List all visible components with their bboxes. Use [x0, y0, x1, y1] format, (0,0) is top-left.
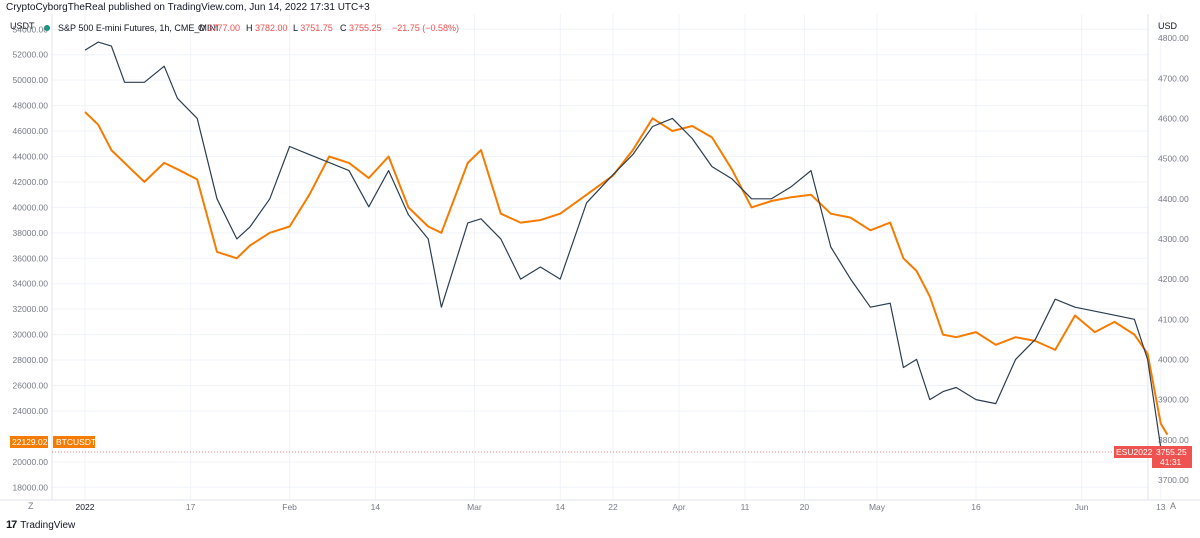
time-tick-label: Feb [282, 502, 297, 512]
time-tick-label: Mar [467, 502, 482, 512]
time-tick-label: 14 [555, 502, 565, 512]
right-tick-label: 4200.00 [1158, 274, 1189, 284]
right-tick-label: 4500.00 [1158, 154, 1189, 164]
svg-text:S&P 500 E-mini Futures, 1h, CM: S&P 500 E-mini Futures, 1h, CME_MINI O 3… [58, 23, 459, 33]
time-tick-label: Apr [672, 502, 685, 512]
time-tick-label: 20 [800, 502, 810, 512]
right-tick-label: 3700.00 [1158, 475, 1189, 485]
publish-line: CryptoCyborgTheReal published on Trading… [6, 2, 370, 13]
time-tick-label: May [869, 502, 886, 512]
right-axis-unit: USD [1158, 21, 1178, 31]
right-tick-label: 4800.00 [1158, 33, 1189, 43]
right-tick-label: 3900.00 [1158, 395, 1189, 405]
legend-open: 3777.00 [208, 23, 241, 33]
left-axis-ticks: 54000.00 52000.00 50000.00 48000.00 46000.00… [13, 24, 49, 492]
time-tick-label: 13 [1156, 502, 1166, 512]
es-price-value: 3755.25 [1156, 447, 1187, 457]
footer-brand: TradingView [20, 519, 76, 531]
right-axis-ticks: 4800.00 4700.00 4600.00 4500.00 4400.00 4300.… [1158, 33, 1189, 485]
footer: 17 TradingView [6, 519, 75, 531]
legend-dot [44, 25, 50, 31]
right-tick-label: 3800.00 [1158, 435, 1189, 445]
left-tick-label: 20000.00 [13, 457, 49, 467]
left-tick-label: 42000.00 [13, 177, 49, 187]
legend-low-label: L [293, 23, 298, 33]
right-tick-label: 4300.00 [1158, 234, 1189, 244]
legend-change: −21.75 (−0.58%) [392, 23, 459, 33]
legend-high-label: H [246, 23, 253, 33]
time-tick-label: 22 [608, 502, 618, 512]
left-tick-label: 50000.00 [13, 75, 49, 85]
legend-close: 3755.25 [349, 23, 382, 33]
time-tick-label: 14 [371, 502, 381, 512]
legend-close-label: C [340, 23, 347, 33]
auto-scale-button[interactable]: A [1170, 501, 1176, 511]
left-tick-label: 52000.00 [13, 50, 49, 60]
right-tick-label: 4000.00 [1158, 354, 1189, 364]
time-tick-label: 11 [741, 502, 750, 512]
time-tick-label: 16 [971, 502, 981, 512]
right-tick-label: 4400.00 [1158, 194, 1189, 204]
grid [52, 14, 1162, 500]
left-tick-label: 40000.00 [13, 202, 49, 212]
left-tick-label: 28000.00 [13, 355, 49, 365]
btc-price-value: 22129.02 [12, 437, 48, 447]
left-tick-label: 44000.00 [13, 151, 49, 161]
left-axis-unit: USDT [10, 21, 35, 31]
series-line-esu2022 [84, 41, 1168, 459]
series-lines [84, 41, 1169, 459]
right-tick-label: 4700.00 [1158, 73, 1189, 83]
zoom-corner-button[interactable]: Z [28, 501, 34, 511]
right-tick-label: 4600.00 [1158, 113, 1189, 123]
legend-low: 3751.75 [300, 23, 333, 33]
legend-high: 3782.00 [255, 23, 288, 33]
left-tick-label: 36000.00 [13, 253, 49, 263]
tradingview-logo-icon: 17 [6, 519, 17, 531]
time-tick-label: 2022 [76, 502, 95, 512]
legend-symbol: S&P 500 E-mini Futures, 1h, CME_MINI [58, 23, 218, 33]
legend: S&P 500 E-mini Futures, 1h, CME_MINI O 3… [44, 23, 459, 33]
es-symbol-label: ESU2022 [1116, 447, 1153, 457]
left-tick-label: 24000.00 [13, 406, 49, 416]
btc-symbol-label: BTCUSDT [56, 437, 96, 447]
legend-open-label: O [198, 23, 205, 33]
es-countdown: 41:31 [1160, 457, 1182, 467]
left-tick-label: 38000.00 [13, 228, 49, 238]
left-tick-label: 48000.00 [13, 101, 49, 111]
left-tick-label: 30000.00 [13, 330, 49, 340]
left-tick-label: 32000.00 [13, 304, 49, 314]
btc-price-badge: 22129.02 BTCUSDT [10, 436, 96, 448]
left-tick-label: 46000.00 [13, 126, 49, 136]
left-tick-label: 26000.00 [13, 380, 49, 390]
time-tick-label: 17 [186, 502, 196, 512]
left-tick-label: 34000.00 [13, 279, 49, 289]
series-line-btcusdt [84, 111, 1169, 436]
time-axis-ticks: 202217Feb14Mar1422Apr1120May16Jun1321 [76, 502, 1166, 512]
time-tick-label: Jun [1075, 502, 1089, 512]
left-tick-label: 18000.00 [13, 482, 49, 492]
left-tick-label: 54000.00 [13, 24, 49, 34]
es-price-badge: ESU2022 3755.25 41:31 [1114, 446, 1192, 468]
right-tick-label: 4100.00 [1158, 314, 1189, 324]
